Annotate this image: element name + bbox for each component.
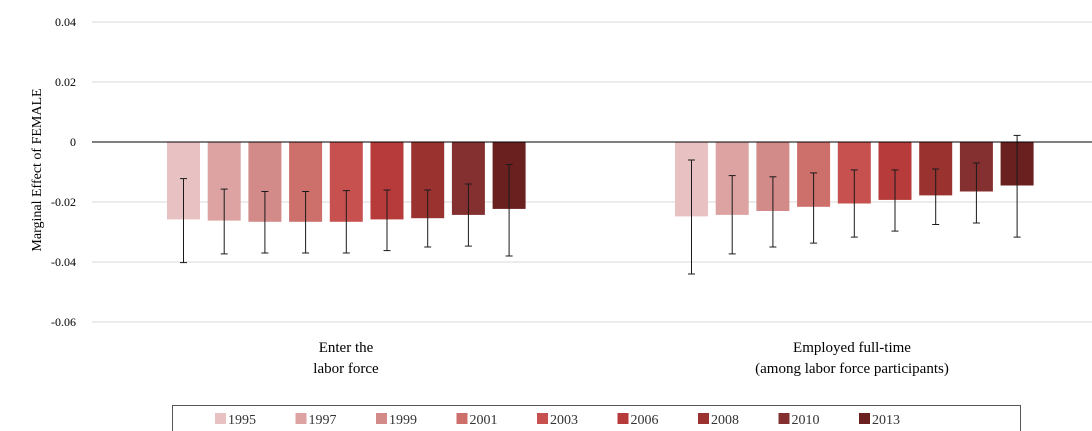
legend-label: 2003 bbox=[550, 413, 578, 428]
legend-label: 1995 bbox=[228, 413, 256, 428]
category-label: Enter the bbox=[319, 340, 374, 356]
legend-label: 2006 bbox=[631, 413, 659, 428]
legend-swatch bbox=[537, 413, 548, 424]
legend-label: 2008 bbox=[711, 413, 739, 428]
y-tick-label: 0.02 bbox=[55, 75, 76, 89]
y-tick-labels: 0.04 0.02 0 -0.02 -0.04 -0.06 bbox=[51, 15, 76, 329]
legend-label: 2010 bbox=[792, 413, 820, 428]
legend-swatch bbox=[376, 413, 387, 424]
y-tick-label: 0.04 bbox=[55, 15, 76, 29]
legend-label: 1997 bbox=[309, 413, 337, 428]
legend-swatch bbox=[456, 413, 468, 424]
legend-swatch bbox=[859, 413, 870, 424]
legend-box bbox=[172, 405, 1021, 431]
legend-swatch bbox=[698, 413, 709, 424]
y-tick-label: -0.04 bbox=[51, 255, 76, 269]
legend-swatch bbox=[617, 413, 629, 424]
legend-label: 2013 bbox=[872, 413, 900, 428]
y-axis-label: Marginal Effect of FEMALE bbox=[30, 88, 45, 251]
category-label: Employed full-time bbox=[793, 340, 911, 356]
y-tick-label: 0 bbox=[70, 135, 76, 149]
category-label: labor force bbox=[313, 361, 379, 377]
legend-swatch bbox=[215, 413, 226, 424]
y-tick-label: -0.02 bbox=[51, 195, 76, 209]
legend-label: 1999 bbox=[389, 413, 417, 428]
category-label: (among labor force participants) bbox=[755, 361, 949, 377]
y-tick-label: -0.06 bbox=[51, 315, 76, 329]
bars bbox=[92, 134, 1092, 275]
category-labels: Enter the labor force Employed full-time (a… bbox=[313, 340, 949, 377]
legend-swatch bbox=[778, 413, 790, 424]
legend-label: 2001 bbox=[470, 413, 498, 428]
legend: 1995 1997 1999 2001 2003 2006 2008 2010 2013 bbox=[172, 405, 1021, 431]
legend-swatch bbox=[295, 413, 307, 424]
